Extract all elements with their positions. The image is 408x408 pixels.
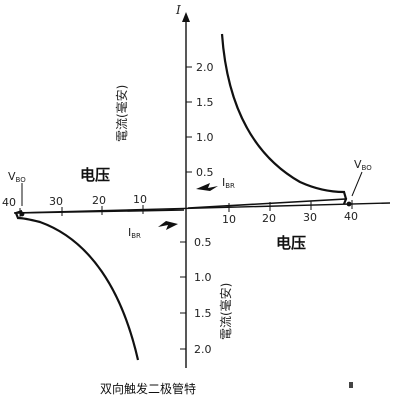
y-tick-label: 1.0 <box>194 271 212 284</box>
y-tick-label: 0.5 <box>196 166 214 179</box>
vbo-label-left: VBO <box>8 170 26 184</box>
caption: 双向触发二极管特 <box>100 381 196 396</box>
corner-mark <box>349 382 353 388</box>
x-tick-label: 20 <box>262 212 276 225</box>
iv-curve-upper-return <box>187 198 348 209</box>
x-tick-label: 10 <box>222 213 236 226</box>
vbo-label-right: VBO <box>354 158 372 172</box>
x-tick-label: 40 <box>2 196 16 209</box>
ibr-label-upper: IBR <box>222 176 235 190</box>
vbo-point-right <box>346 201 352 207</box>
voltage-label-right: 电压 <box>276 234 306 252</box>
y-axis-arrow <box>182 12 190 22</box>
ibr-arrow-lower <box>158 221 178 230</box>
x-tick-label: 30 <box>303 211 317 224</box>
iv-curve-upper-branch <box>220 33 348 205</box>
y-tick-label: 1.5 <box>196 96 214 109</box>
x-tick-label: 10 <box>133 193 147 206</box>
y-ticks-upper-marks <box>180 66 192 350</box>
voltage-label-left: 电压 <box>80 166 110 184</box>
ibr-arrow-upper <box>196 183 218 191</box>
current-label-upper: 電流(毫安) <box>114 85 129 142</box>
ibr-label-lower: IBR <box>128 226 141 240</box>
x-tick-marks <box>19 200 353 217</box>
iv-curve-lower-branch <box>14 209 140 361</box>
x-tick-label: 30 <box>49 195 63 208</box>
y-tick-label: 0.5 <box>194 236 212 249</box>
x-tick-label: 20 <box>92 194 106 207</box>
y-tick-label: 1.5 <box>194 307 212 320</box>
iv-curve-lower-return <box>15 209 185 214</box>
y-axis-title: I <box>175 3 181 17</box>
y-tick-label: 2.0 <box>196 61 214 74</box>
vbo-pointer-right <box>351 171 363 197</box>
x-tick-label: 40 <box>344 210 358 223</box>
y-tick-label: 1.0 <box>196 131 214 144</box>
y-tick-label: 2.0 <box>194 343 212 356</box>
current-label-lower: 電流(毫安) <box>218 283 233 340</box>
